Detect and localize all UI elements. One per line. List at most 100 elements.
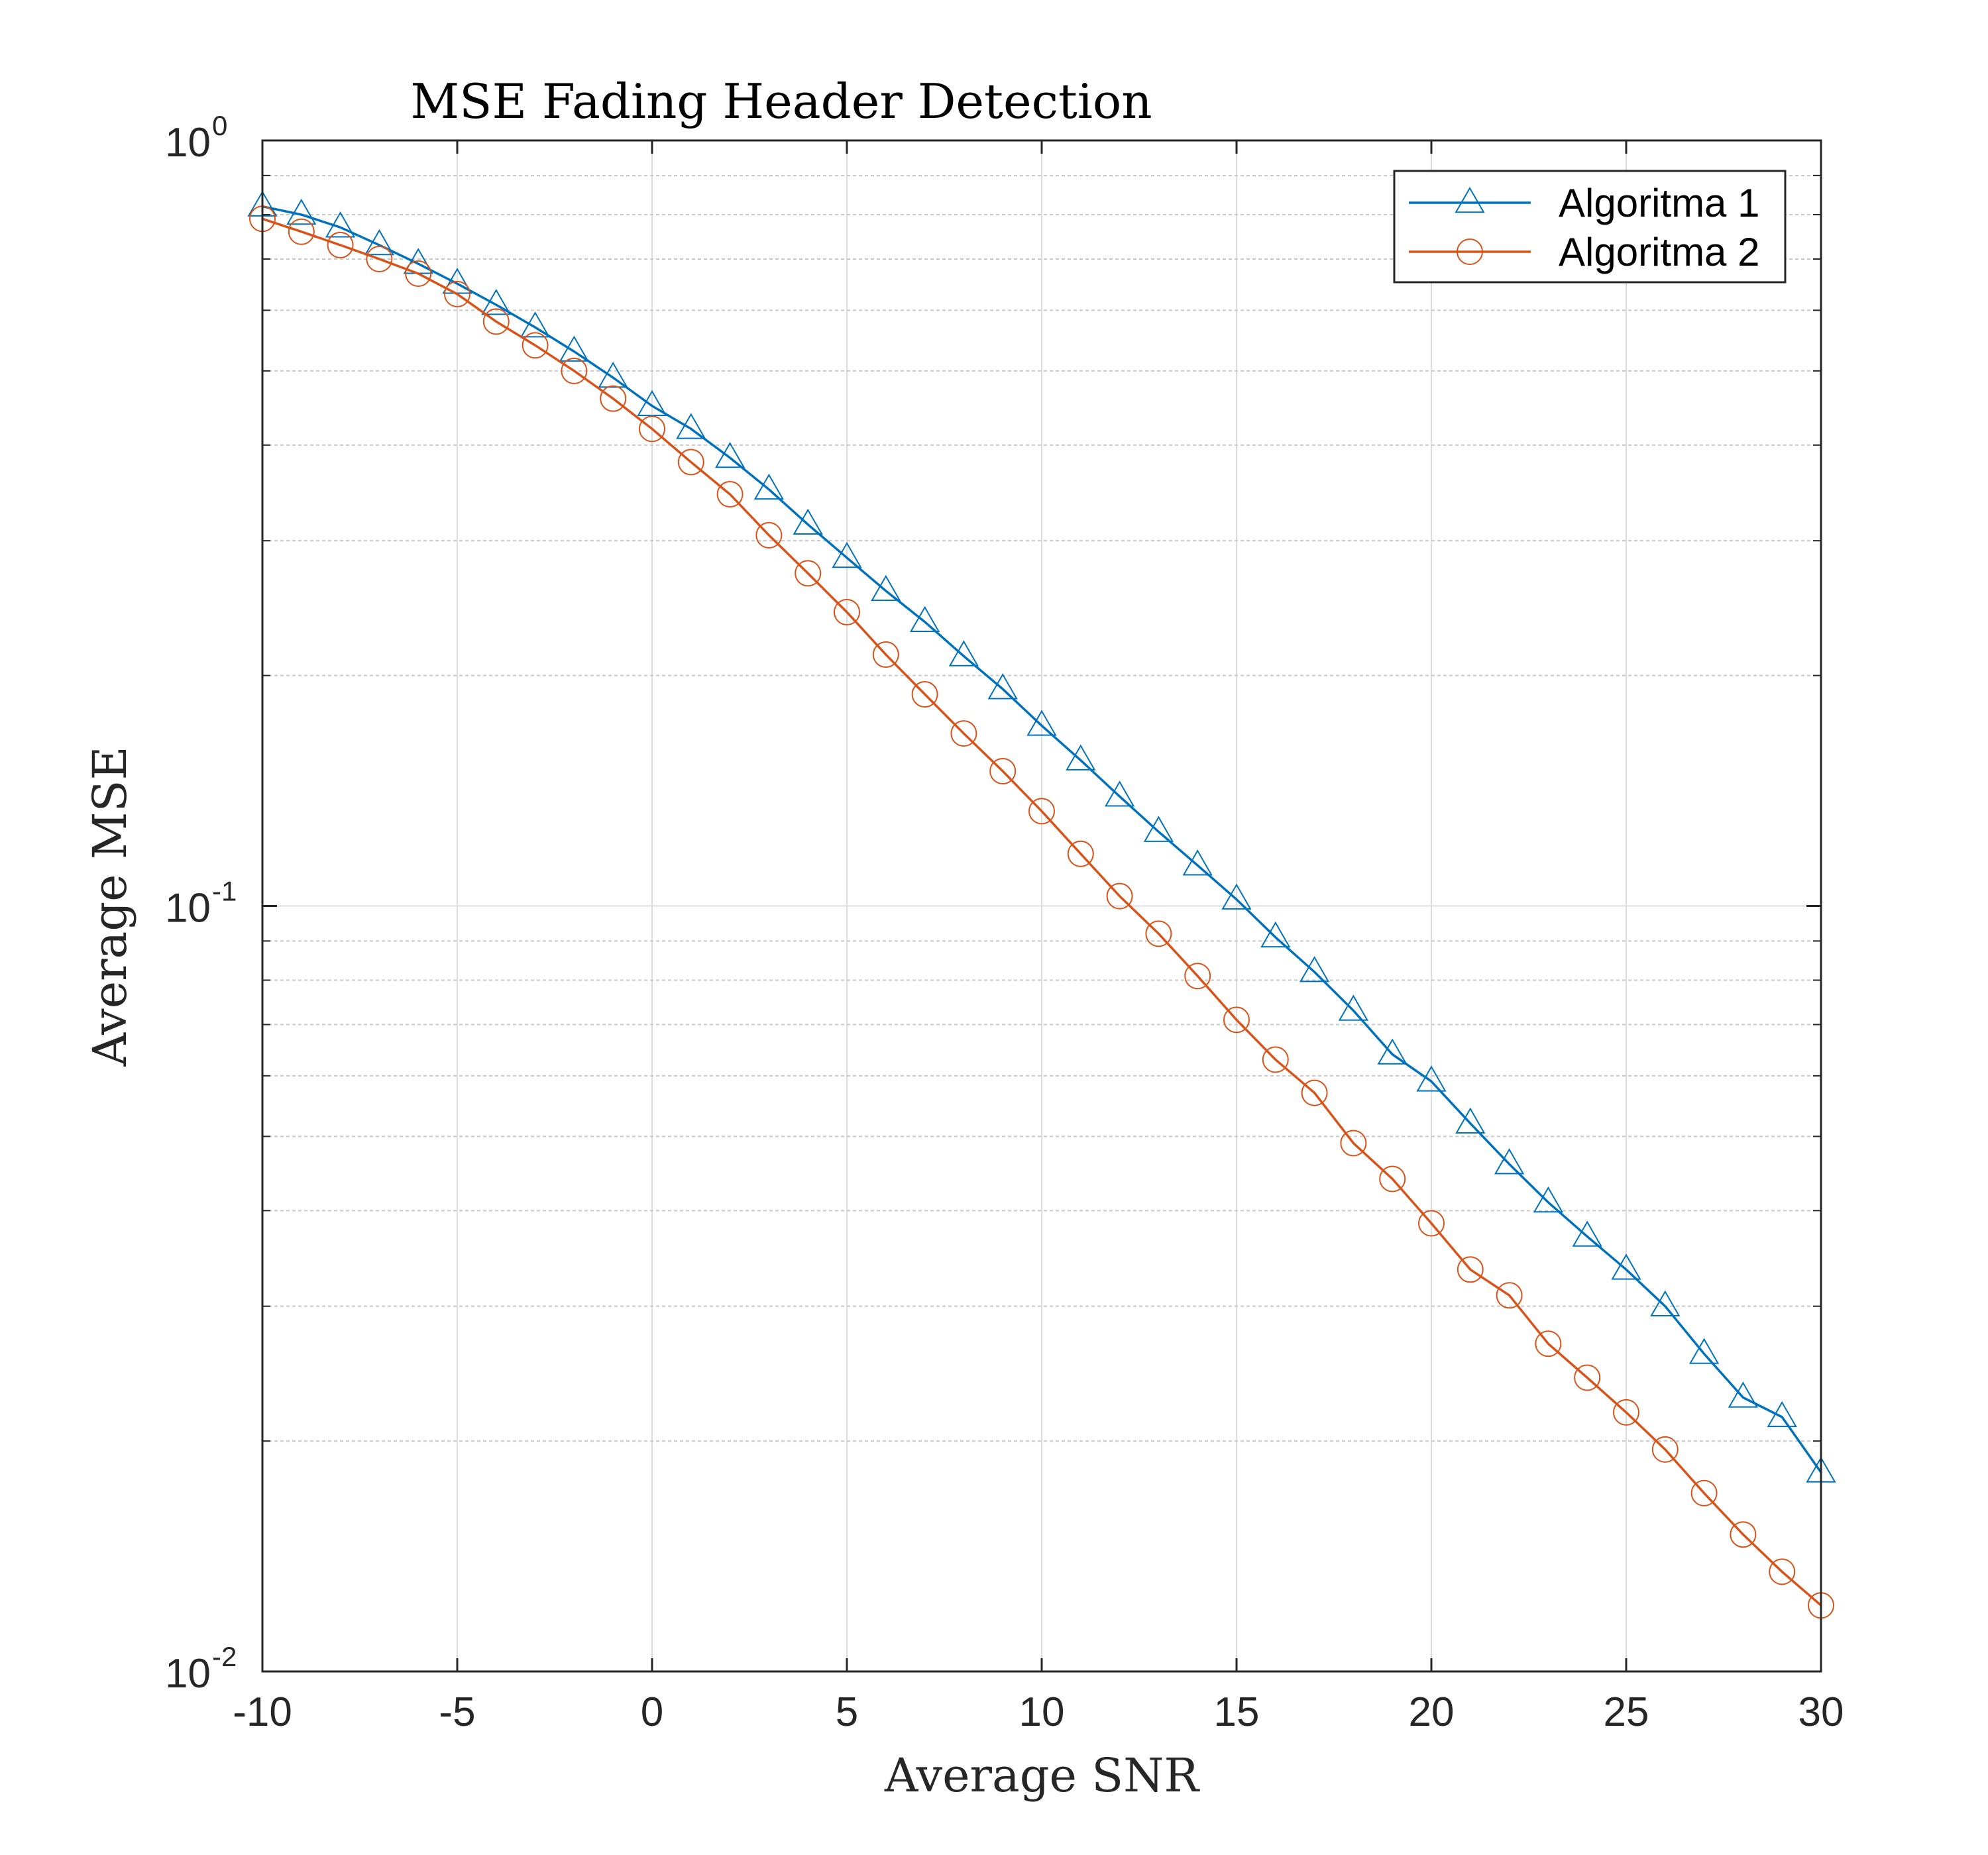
series-1-point — [793, 508, 823, 535]
series-1-point — [1650, 1290, 1681, 1316]
series-1-point — [1416, 1065, 1447, 1092]
series-1-point — [1104, 780, 1135, 807]
x-tick-label: 30 — [1798, 1689, 1844, 1735]
x-tick-label: 0 — [641, 1689, 663, 1735]
series-2-point — [1690, 1479, 1718, 1507]
series-1-point — [1026, 710, 1057, 736]
series-2-point — [1301, 1079, 1328, 1106]
series-1-point — [1767, 1401, 1797, 1428]
series-2-point — [989, 758, 1017, 785]
series-2-point — [1340, 1130, 1367, 1157]
series-1-point — [1572, 1220, 1602, 1247]
series-2-point — [1574, 1364, 1601, 1391]
series-1-point — [1611, 1253, 1641, 1280]
series-2-point — [716, 481, 744, 508]
y-tick-label-base: 10 — [165, 886, 211, 931]
series-2-point — [1223, 1006, 1250, 1034]
legend: Algoritma 1 Algoritma 2 — [1393, 170, 1787, 284]
y-tick-label-exponent: 0 — [212, 110, 227, 141]
y-tick-label-exponent: -1 — [212, 876, 237, 907]
x-tick-label: -10 — [233, 1689, 292, 1735]
series-2-point — [600, 385, 627, 412]
series-1-point — [1688, 1338, 1720, 1364]
series-1-point — [1299, 956, 1330, 982]
series-1-point — [1533, 1186, 1564, 1213]
series-1-point — [520, 311, 551, 338]
series-2-point — [1262, 1046, 1289, 1073]
series-2-point — [405, 260, 432, 287]
series-2-point — [1457, 1256, 1484, 1283]
series-2-point — [834, 599, 860, 626]
series-2-point — [1106, 882, 1133, 910]
series-1-point — [481, 289, 512, 315]
chart-title: MSE Fading Header Detection — [410, 74, 1152, 129]
series-1-point — [1728, 1381, 1759, 1408]
series-1-point — [637, 390, 667, 417]
series-1-point — [987, 673, 1018, 700]
series-1-point — [1377, 1038, 1408, 1065]
series-2-point — [755, 521, 783, 549]
plot-series — [247, 190, 1836, 1619]
series-1-point — [753, 473, 785, 500]
series-2-point — [561, 357, 588, 384]
series-2-point — [1379, 1165, 1406, 1192]
x-tick-label: 20 — [1409, 1689, 1455, 1735]
series-1-point — [676, 413, 706, 439]
series-2-line — [262, 217, 1822, 1607]
series-1-point — [559, 335, 590, 362]
series-1-point — [1182, 849, 1213, 876]
series-2-point — [795, 560, 822, 587]
series-2-point — [911, 681, 938, 708]
series-1-point — [364, 229, 395, 256]
legend-entry: Algoritma 2 — [1409, 230, 1759, 274]
series-2-point — [1145, 920, 1172, 947]
series-2-point — [677, 449, 704, 476]
series-1-point — [909, 606, 940, 633]
series-1-point — [714, 441, 746, 468]
y-tick-label-exponent: -2 — [212, 1641, 237, 1672]
legend-marker — [1455, 186, 1485, 213]
x-tick-label: 15 — [1214, 1689, 1260, 1735]
x-tick-label: 25 — [1604, 1689, 1649, 1735]
series-2-point — [1651, 1436, 1679, 1463]
series-2-point — [639, 415, 665, 443]
series-2-point — [366, 245, 393, 272]
series-1-point — [286, 198, 317, 225]
legend-entry: Algoritma 1 — [1409, 181, 1759, 225]
series-2-point — [327, 231, 354, 258]
series-1-point — [325, 211, 356, 238]
series-2-point — [1496, 1282, 1523, 1309]
series-1-point — [832, 541, 862, 568]
series-2-point — [482, 308, 510, 335]
series-1-point — [948, 640, 979, 666]
series-2-point — [288, 218, 315, 245]
series-1-point — [598, 361, 628, 388]
series-1-point — [1455, 1107, 1486, 1134]
series-2-point — [1730, 1521, 1757, 1548]
x-tick-label: 5 — [836, 1689, 858, 1735]
x-tick-label: 10 — [1019, 1689, 1065, 1735]
series-1-line — [262, 205, 1822, 1473]
series-2-point — [1028, 798, 1055, 825]
series-2-point — [1418, 1210, 1445, 1237]
series-1-point — [871, 574, 901, 602]
series-1-point — [1260, 921, 1291, 948]
x-axis-label: Average SNR — [884, 1748, 1201, 1803]
series-2-point — [1613, 1399, 1639, 1426]
series-2-point — [1769, 1558, 1796, 1585]
series-2-point — [1535, 1330, 1562, 1357]
series-2-point — [444, 280, 470, 307]
legend-marker — [1457, 238, 1483, 265]
x-tick-label: -5 — [439, 1689, 475, 1735]
series-2-point — [522, 332, 549, 359]
series-1-point — [1221, 883, 1252, 910]
series-2-point — [1067, 840, 1094, 867]
series-1 — [247, 190, 1836, 1483]
y-axis-label: Average MSE — [83, 746, 137, 1067]
series-1-point — [1494, 1148, 1525, 1175]
series-2-point — [872, 641, 899, 668]
y-tick-label-base: 10 — [165, 120, 211, 166]
